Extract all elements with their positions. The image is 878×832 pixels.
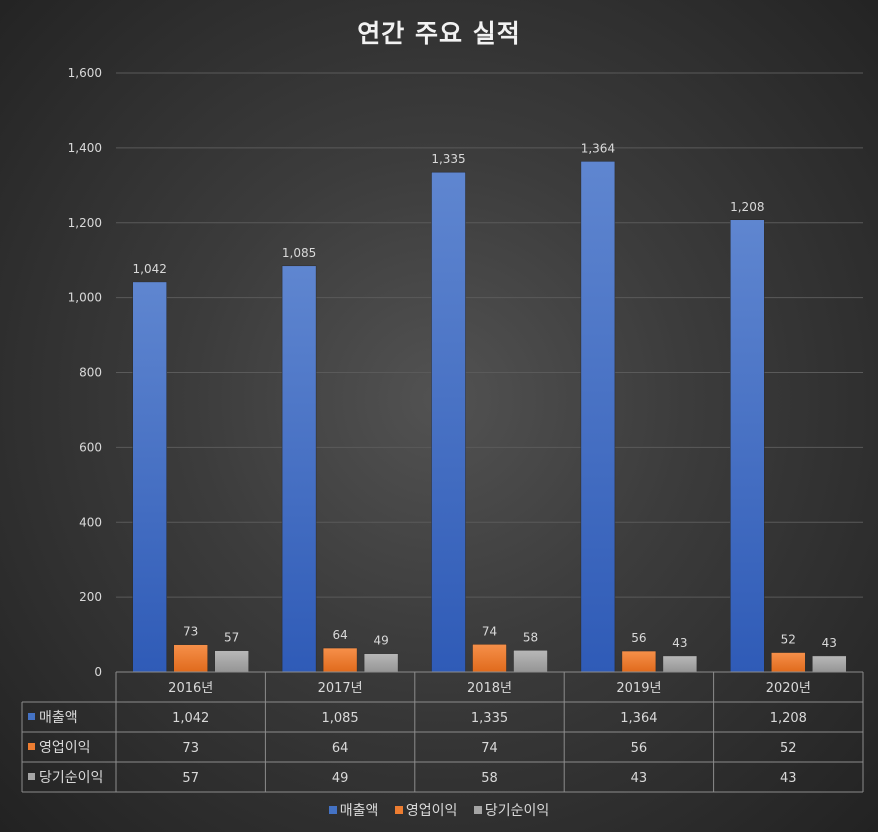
legend: 매출액 영업이익 당기순이익 [0,800,878,820]
data-label-net-income: 58 [523,630,538,644]
legend-label-sales: 매출액 [339,803,379,819]
table-legend-key-net-income [28,773,35,780]
data-label-operating-profit: 64 [332,628,347,642]
y-tick-label: 600 [79,440,102,454]
bar-net-income [363,653,399,673]
legend-item-sales: 매출액 [328,800,379,820]
y-tick-label: 0 [94,665,102,679]
bar-sales [132,281,167,673]
table-cell: 43 [631,771,648,786]
legend-label-operating-profit: 영업이익 [405,803,458,819]
table-cell: 49 [332,771,349,786]
data-label-operating-profit: 56 [631,631,646,645]
gridlines [116,72,863,598]
y-tick-label: 1,600 [68,66,102,80]
bar-operating-profit [173,644,208,673]
y-tick-label: 1,400 [68,141,102,155]
bar-net-income [662,655,698,673]
bar-net-income [812,655,847,673]
table-cell: 74 [481,741,498,756]
table-legend-key-operating-profit [28,743,35,750]
bar-operating-profit [322,647,358,673]
data-label-net-income: 43 [672,636,687,650]
table-row-label-net-income: 당기순이익 [39,770,103,786]
data-label-sales: 1,335 [431,152,465,166]
bar-sales [431,171,466,673]
data-label-operating-profit: 73 [183,625,198,639]
table-row-label-operating-profit: 영업이익 [39,740,91,756]
table-cell: 57 [182,771,199,786]
y-axis: 0 200 400 600 800 1,000 1,200 1,400 1,600 [68,66,102,679]
y-tick-label: 1,000 [68,291,102,305]
data-label-net-income: 49 [373,634,388,648]
y-tick-label: 200 [79,590,102,604]
table-row-label-sales: 매출액 [39,710,78,726]
data-label-sales: 1,042 [133,262,167,276]
bar-operating-profit [472,644,507,673]
table-cell: 43 [780,771,797,786]
legend-item-operating-profit: 영업이익 [394,800,458,820]
data-label-net-income: 43 [822,636,837,650]
bars [132,161,847,673]
table-cell: 56 [631,741,648,756]
table-cell: 1,364 [620,711,657,726]
table-header-cell: 2016년 [168,681,213,696]
data-label-sales: 1,364 [581,141,615,155]
chart-title: 연간 주요 실적 [357,19,521,48]
data-label-sales: 1,208 [730,200,764,214]
table-cell: 1,085 [321,711,358,726]
table-cell: 58 [481,771,498,786]
table-header-cell: 2019년 [616,681,661,696]
data-label-sales: 1,085 [282,246,316,260]
data-label-operating-profit: 74 [482,624,497,638]
data-labels: 1,042 73 57 1,085 64 49 1,335 74 58 1,364 56 43 1,20… [133,141,837,650]
bar-sales [730,219,765,673]
table-cell: 1,042 [172,711,209,726]
y-tick-label: 400 [79,515,102,529]
bar-operating-profit [621,650,657,673]
bar-sales [281,265,317,673]
y-tick-label: 1,200 [68,216,102,230]
table-cell: 1,335 [471,711,508,726]
table-cell: 1,208 [770,711,807,726]
bar-net-income [513,650,548,673]
legend-swatch-operating-profit [394,806,403,814]
legend-swatch-sales [328,806,337,814]
table-header-cell: 2020년 [766,681,811,696]
table-header-cell: 2017년 [318,681,363,696]
legend-label-net-income: 당기순이익 [484,803,550,819]
table-cell: 64 [332,741,349,756]
table-cell: 52 [780,741,797,756]
bar-net-income [214,650,249,673]
bar-operating-profit [771,652,806,673]
legend-item-net-income: 당기순이익 [473,800,550,820]
data-label-net-income: 57 [224,631,239,645]
legend-swatch-net-income [473,806,482,814]
table-cell: 73 [182,741,199,756]
table-legend-key-sales [28,713,35,720]
y-tick-label: 800 [79,366,102,380]
data-label-operating-profit: 52 [781,633,796,647]
table-header-cell: 2018년 [467,681,512,696]
bar-sales [580,161,616,673]
